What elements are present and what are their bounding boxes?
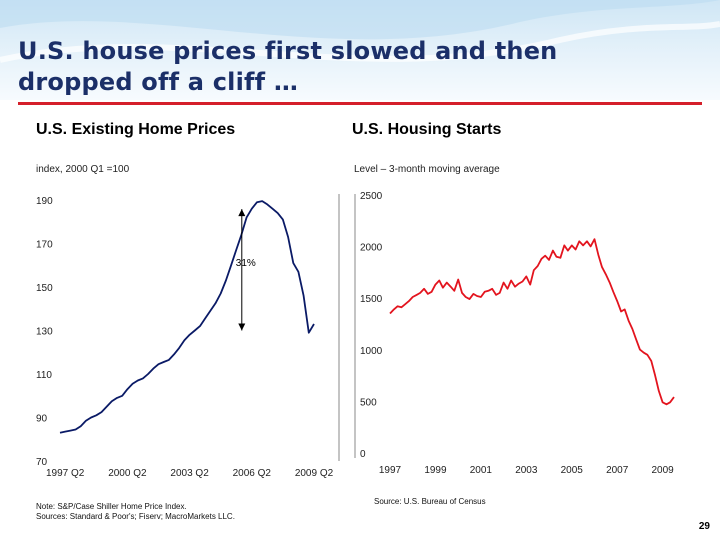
x-tick-label: 2005 [561,465,584,476]
x-tick-label: 2007 [606,465,629,476]
x-tick-label: 2003 Q2 [170,468,209,479]
housing-starts-chart: 2500 2000 1500 1000 500 0 1997 1999 2001 2003 2005… [354,191,675,476]
page-number: 29 [698,521,710,532]
series-line [389,238,675,406]
decline-label: 31% [236,258,256,269]
series-line [59,200,315,434]
x-tick-label: 2003 [515,465,538,476]
y-tick-label: 1500 [360,294,383,305]
left-panel-title: U.S. Existing Home Prices [36,121,236,138]
x-tick-label: 1997 [379,465,402,476]
x-tick-label: 1997 Q2 [46,468,85,479]
y-tick-label: 500 [360,397,377,408]
y-tick-label: 170 [36,240,53,251]
y-tick-label: 1000 [360,346,383,357]
y-tick-label: 110 [36,370,52,381]
y-tick-label: 130 [36,327,53,338]
x-tick-label: 2000 Q2 [108,468,147,479]
header-wave-decoration [0,0,720,63]
right-panel-title: U.S. Housing Starts [352,121,502,138]
decline-arrow [238,209,246,331]
x-tick-label: 2009 Q2 [295,468,334,479]
y-tick-label: 70 [36,457,48,468]
left-panel-source-note: Note: S&P/Case Shiller Home Price Index.… [36,502,235,521]
y-tick-label: 90 [36,414,48,425]
right-panel-source-note: Source: U.S. Bureau of Census [374,497,486,506]
x-tick-label: 2009 [652,465,675,476]
y-tick-label: 150 [36,283,53,294]
y-tick-label: 190 [36,196,53,207]
left-panel-subtitle: index, 2000 Q1 =100 [36,164,130,175]
y-tick-label: 0 [360,449,366,460]
right-panel-subtitle: Level – 3-month moving average [354,164,500,175]
x-tick-label: 2006 Q2 [233,468,272,479]
x-tick-label: 1999 [424,465,447,476]
y-tick-label: 2000 [360,243,383,254]
title-underline [18,102,702,105]
x-tick-label: 2001 [470,465,493,476]
slide-title: U.S. house prices first slowed and then … [18,37,558,96]
y-tick-label: 2500 [360,191,383,202]
